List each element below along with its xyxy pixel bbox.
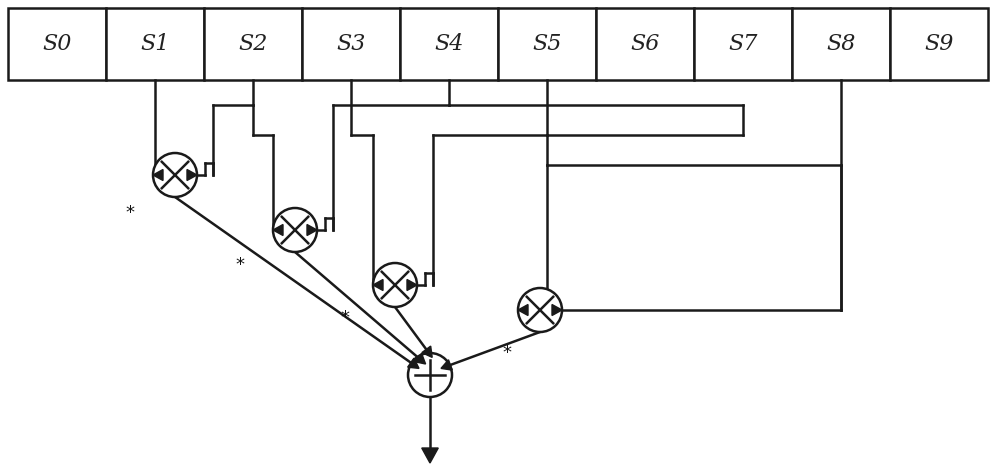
Text: *: * <box>126 204 134 222</box>
Polygon shape <box>441 360 452 370</box>
Bar <box>694 8 792 80</box>
Text: S1: S1 <box>140 33 170 55</box>
Bar <box>8 8 106 80</box>
Polygon shape <box>408 358 419 369</box>
Polygon shape <box>187 170 197 180</box>
Polygon shape <box>552 304 562 315</box>
Polygon shape <box>518 304 528 315</box>
Text: *: * <box>236 256 244 274</box>
Bar <box>596 8 694 80</box>
Text: S8: S8 <box>826 33 856 55</box>
Circle shape <box>273 208 317 252</box>
Text: S4: S4 <box>434 33 464 55</box>
Polygon shape <box>153 170 163 180</box>
Text: S3: S3 <box>336 33 366 55</box>
Text: S6: S6 <box>630 33 660 55</box>
Circle shape <box>408 353 452 397</box>
Text: S2: S2 <box>238 33 268 55</box>
Bar <box>302 8 400 80</box>
Polygon shape <box>407 279 417 291</box>
Bar <box>400 8 498 80</box>
Bar <box>792 8 890 80</box>
Bar <box>106 8 204 80</box>
Text: S0: S0 <box>42 33 72 55</box>
Polygon shape <box>414 353 426 364</box>
Text: S7: S7 <box>728 33 758 55</box>
Circle shape <box>373 263 417 307</box>
Polygon shape <box>273 225 283 236</box>
Bar <box>890 8 988 80</box>
Text: S5: S5 <box>532 33 562 55</box>
Polygon shape <box>422 346 432 357</box>
Bar <box>204 8 302 80</box>
Bar <box>498 8 596 80</box>
Polygon shape <box>307 225 317 236</box>
Polygon shape <box>422 448 438 463</box>
Circle shape <box>518 288 562 332</box>
Text: *: * <box>340 309 350 327</box>
Polygon shape <box>373 279 383 291</box>
Text: *: * <box>503 344 512 362</box>
Text: S9: S9 <box>924 33 954 55</box>
Circle shape <box>153 153 197 197</box>
